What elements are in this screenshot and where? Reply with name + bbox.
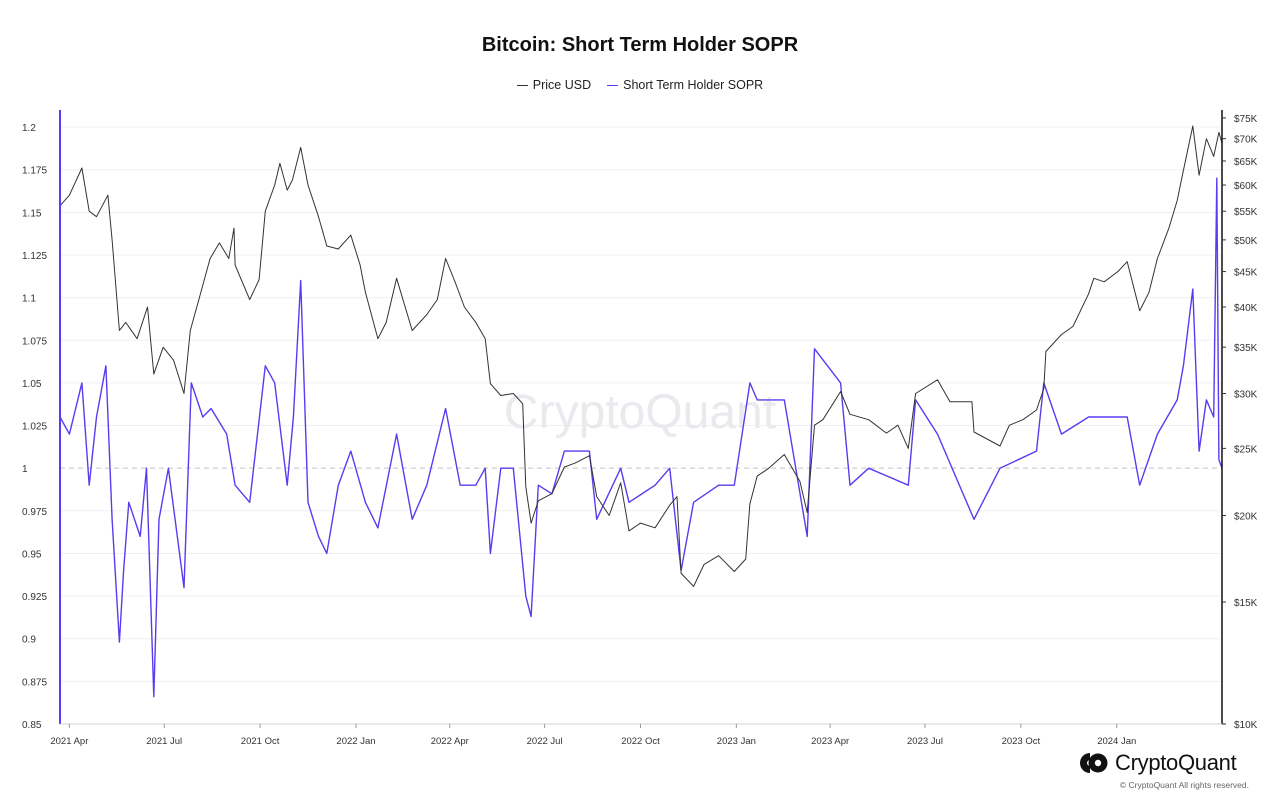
- y-left-tick-label: 1.15: [22, 208, 42, 219]
- x-tick-label: 2022 Oct: [621, 736, 660, 747]
- right-axis-ticks: $10K $15K $20K $25K $30K $35K $40K $45K $50K $55K…: [1222, 114, 1258, 731]
- brand-logo: CryptoQuant: [1080, 750, 1237, 776]
- y-right-tick-label: $70K: [1234, 135, 1258, 146]
- y-right-tick-label: $75K: [1234, 114, 1258, 125]
- x-tick-label: 2023 Oct: [1002, 736, 1041, 747]
- chart-title: Bitcoin: Short Term Holder SOPR: [481, 34, 799, 56]
- x-tick-label: 2021 Oct: [241, 736, 280, 747]
- axes: [59, 110, 1223, 725]
- y-left-tick-label: 0.85: [22, 720, 42, 731]
- y-right-tick-label: $10K: [1234, 720, 1258, 731]
- y-left-tick-label: 1.125: [22, 251, 47, 262]
- x-tick-label: 2023 Jan: [717, 736, 756, 747]
- y-right-tick-label: $30K: [1234, 390, 1258, 401]
- y-left-tick-label: 0.975: [22, 507, 47, 518]
- y-right-tick-label: $50K: [1234, 236, 1258, 247]
- y-right-tick-label: $35K: [1234, 343, 1258, 354]
- x-tick-label: 2023 Jul: [907, 736, 943, 747]
- legend-item-price[interactable]: Price USD: [516, 78, 592, 92]
- left-axis-ticks: 0.85 0.875 0.9 0.925 0.95 0.975 1 1.025 1.05 1.07…: [22, 123, 47, 731]
- legend-item-sopr[interactable]: Short Term Holder SOPR: [607, 78, 763, 92]
- y-right-tick-label: $60K: [1234, 181, 1258, 192]
- y-left-tick-label: 1.175: [22, 166, 47, 177]
- y-left-tick-label: 0.875: [22, 677, 47, 688]
- legend-swatch-price: [516, 84, 528, 86]
- y-left-tick-label: 1.05: [22, 379, 42, 390]
- y-right-tick-label: $65K: [1234, 157, 1258, 168]
- y-left-tick-label: 0.9: [22, 635, 36, 646]
- x-tick-label: 2022 Jan: [336, 736, 375, 747]
- x-tick-label: 2022 Jul: [527, 736, 563, 747]
- sopr-series: [59, 177, 1223, 698]
- brand-name: CryptoQuant: [1115, 750, 1237, 775]
- y-right-tick-label: $45K: [1234, 268, 1258, 279]
- x-tick-label: 2024 Jan: [1097, 736, 1136, 747]
- sopr-line: [59, 177, 1223, 698]
- y-left-tick-label: 0.95: [22, 549, 42, 560]
- y-right-tick-label: $15K: [1234, 598, 1258, 609]
- x-axis-ticks: 2021 Apr 2021 Jul 2021 Oct 2022 Jan 2022 Apr…: [50, 724, 1136, 747]
- y-left-tick-label: 1.2: [22, 123, 36, 134]
- y-left-tick-label: 1.025: [22, 422, 47, 433]
- cryptoquant-logo-icon: [1080, 753, 1108, 773]
- x-tick-label: 2021 Apr: [50, 736, 88, 747]
- grid-lines: [60, 126, 1222, 725]
- copyright-text: © CryptoQuant All rights reserved.: [1119, 780, 1249, 790]
- y-left-tick-label: 1: [22, 464, 28, 475]
- legend-swatch-sopr: [607, 84, 619, 86]
- y-right-tick-label: $55K: [1234, 207, 1258, 218]
- y-right-tick-label: $40K: [1234, 303, 1258, 314]
- y-left-tick-label: 1.075: [22, 336, 47, 347]
- y-left-tick-label: 1.1: [22, 294, 36, 305]
- y-right-tick-label: $20K: [1234, 512, 1258, 523]
- price-line: [59, 125, 1223, 587]
- x-tick-label: 2022 Apr: [431, 736, 469, 747]
- chart-legend: Price USD Short Term Holder SOPR: [0, 78, 1280, 92]
- watermark-text: CryptoQuant: [504, 386, 776, 439]
- legend-label-sopr: Short Term Holder SOPR: [623, 78, 764, 92]
- price-series: [59, 125, 1223, 587]
- y-left-tick-label: 0.925: [22, 592, 47, 603]
- legend-label-price: Price USD: [532, 78, 592, 92]
- x-tick-label: 2021 Jul: [146, 736, 182, 747]
- y-right-tick-label: $25K: [1234, 444, 1258, 455]
- x-tick-label: 2023 Apr: [811, 736, 849, 747]
